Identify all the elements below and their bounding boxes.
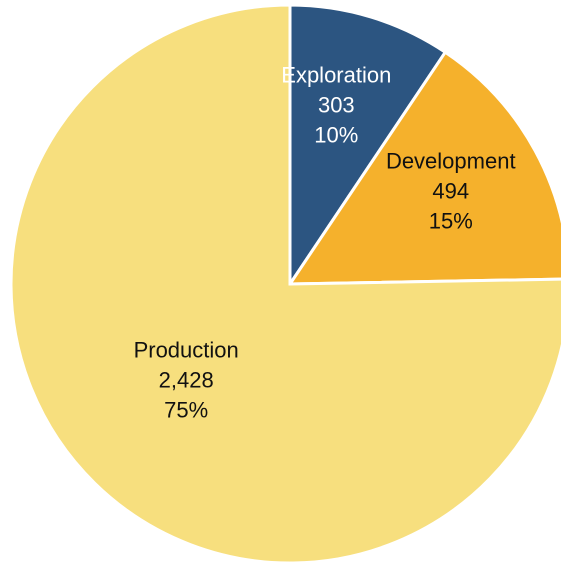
pie-slice-production <box>9 3 561 563</box>
pie-slice-development <box>287 50 561 286</box>
slice-label-group-exploration: Exploration 303 10% <box>281 63 391 148</box>
slice-value-label: 2,428 <box>159 368 214 393</box>
pie-slice-exploration <box>288 3 448 289</box>
slice-name-label: Development <box>386 149 516 174</box>
slice-name-label: Production <box>134 338 239 363</box>
slice-value-label: 494 <box>432 179 469 204</box>
slice-value-label: 303 <box>318 93 355 118</box>
slice-label-group-development: Development 494 15% <box>386 149 516 234</box>
slice-percent-label: 15% <box>429 209 473 234</box>
slice-name-label: Exploration <box>281 63 391 88</box>
slice-label-group-production: Production 2,428 75% <box>134 338 239 423</box>
slice-percent-label: 10% <box>314 123 358 148</box>
slice-percent-label: 75% <box>164 398 208 423</box>
